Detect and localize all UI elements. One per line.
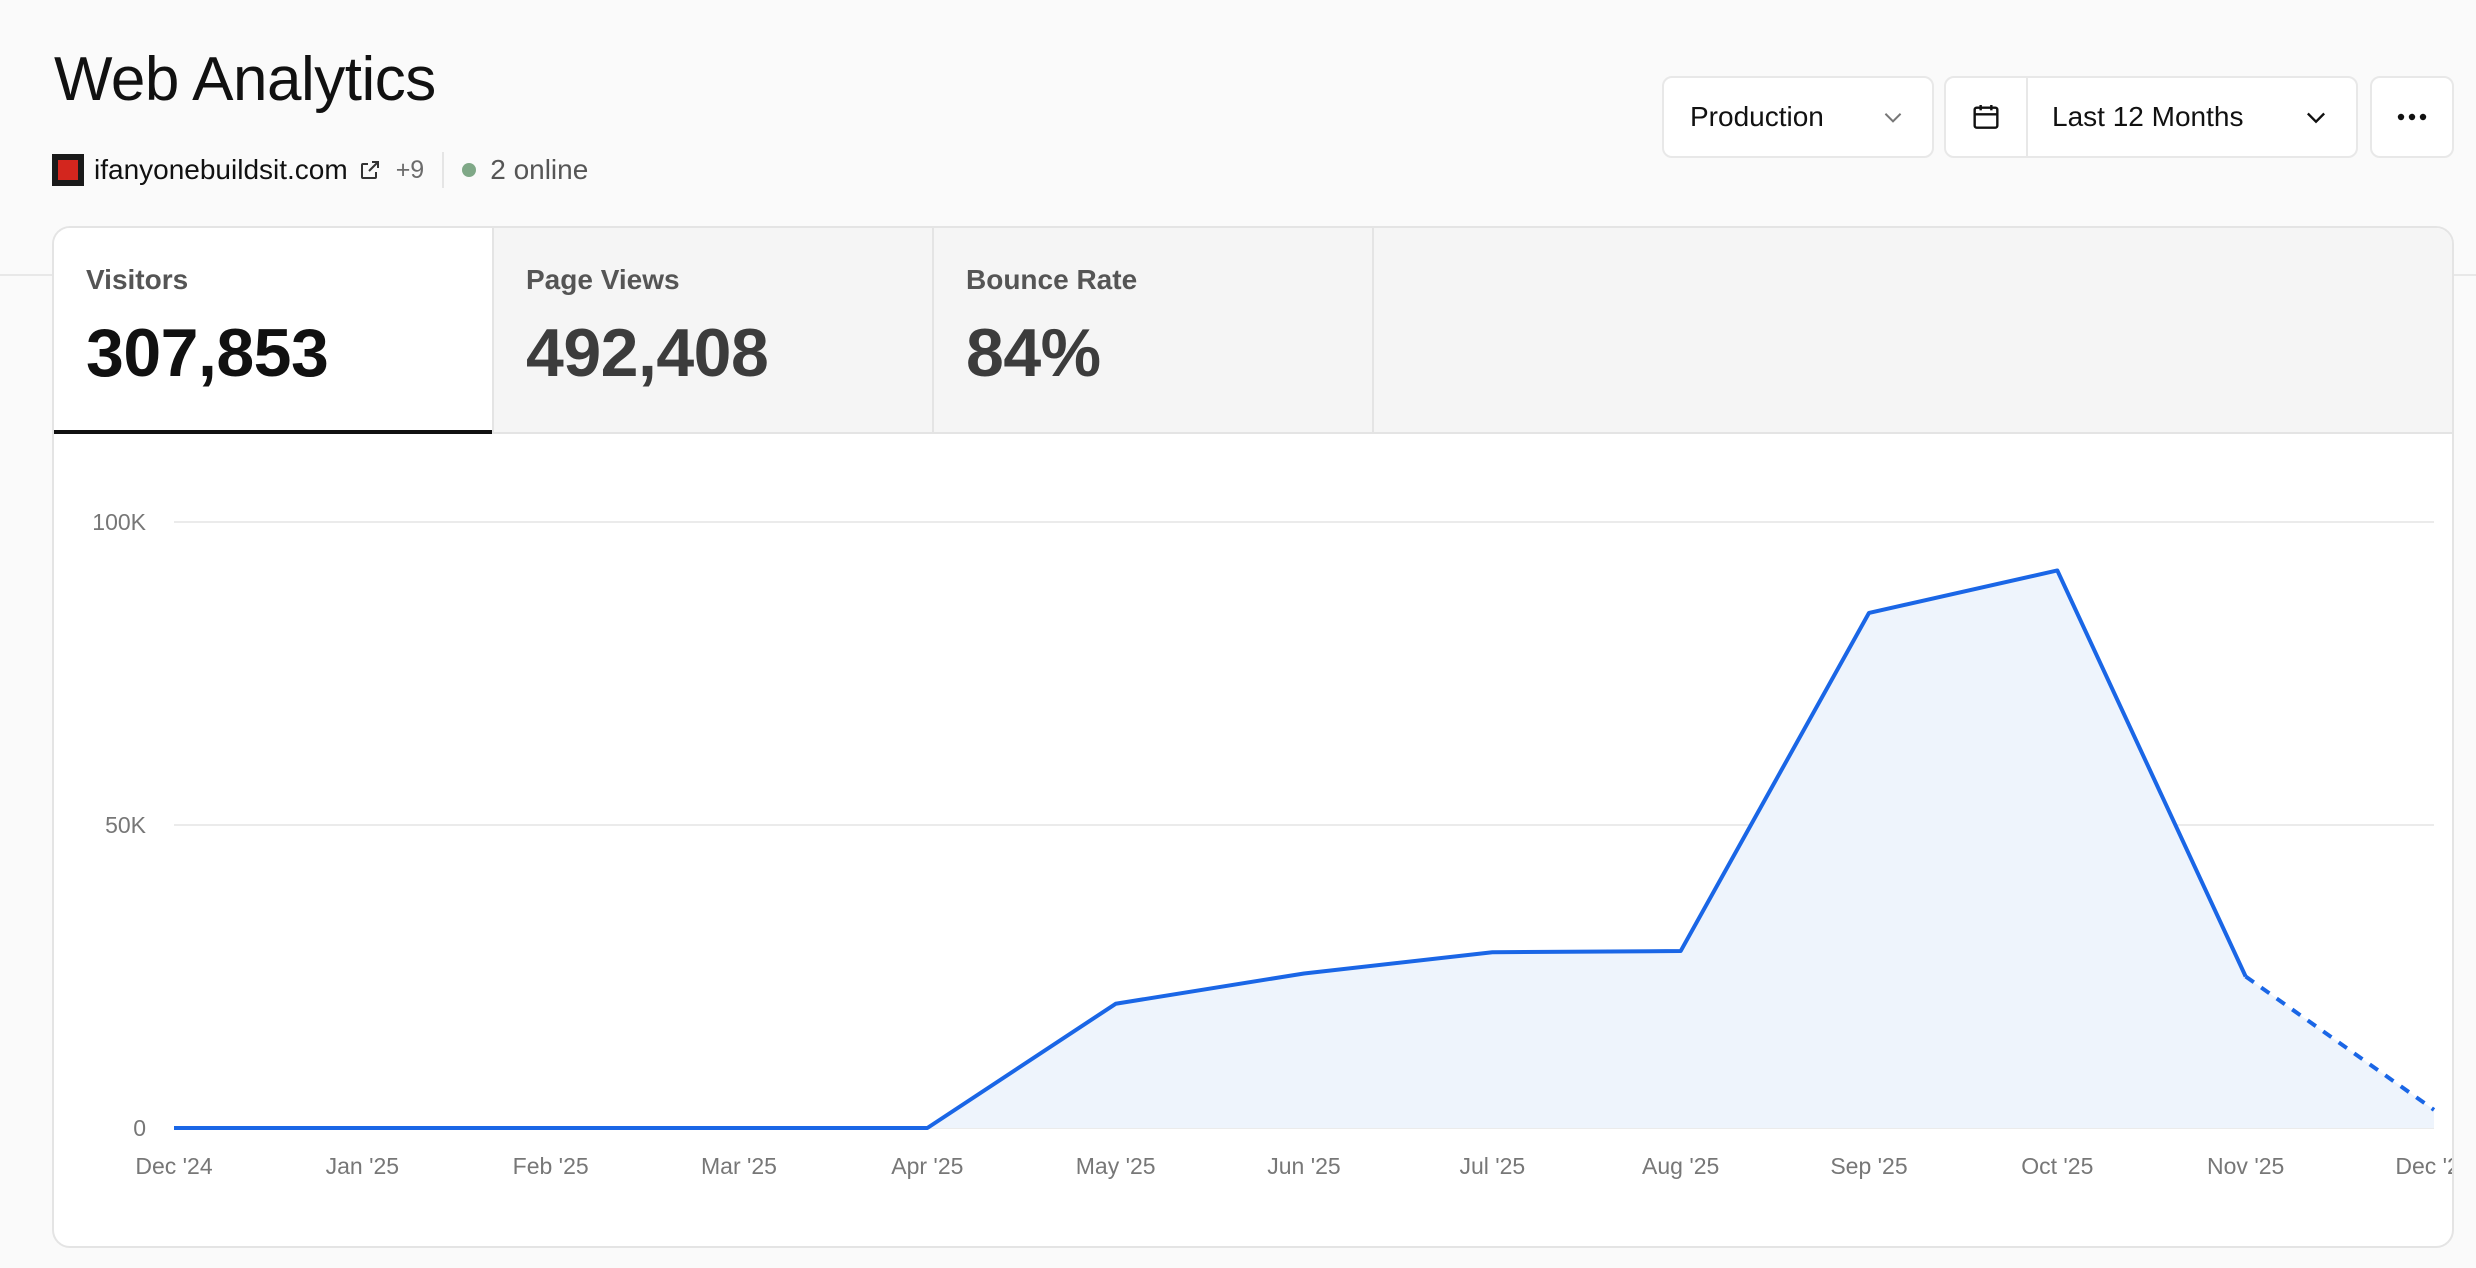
- x-tick-label: Dec '24: [135, 1153, 212, 1179]
- more-options-button[interactable]: [2370, 76, 2454, 158]
- x-tick-label: Feb '25: [513, 1153, 589, 1179]
- tab-page-views[interactable]: Page Views 492,408: [494, 228, 934, 432]
- series-area: [174, 570, 2434, 1128]
- metric-label: Page Views: [526, 264, 680, 295]
- environment-select[interactable]: Production: [1662, 76, 1934, 158]
- metric-tabs: Visitors 307,853 Page Views 492,408 Boun…: [54, 228, 2452, 434]
- external-link-icon[interactable]: [358, 158, 382, 182]
- chart-svg: 0 50K 100K Dec '24 Jan '25 Feb '25 Mar '25 Apr …: [92, 509, 2452, 1179]
- divider: [442, 152, 445, 188]
- series-projected-line: [2244, 974, 2436, 1112]
- visitors-chart: 0 50K 100K Dec '24 Jan '25 Feb '25 Mar '25 Apr …: [54, 434, 2452, 1246]
- site-favicon-icon: [52, 154, 84, 186]
- calendar-icon: [1973, 105, 1999, 129]
- site-name-link[interactable]: ifanyonebuildsit.com: [94, 154, 348, 185]
- environment-label: Production: [1690, 101, 1824, 132]
- x-tick-label: Nov '25: [2207, 1153, 2284, 1179]
- y-tick-label: 50K: [105, 812, 147, 838]
- analytics-card: Visitors 307,853 Page Views 492,408 Boun…: [52, 226, 2454, 1248]
- date-range-label: Last 12 Months: [2052, 101, 2244, 132]
- chevron-down-icon: [1884, 113, 1902, 123]
- x-tick-label: Jun '25: [1267, 1153, 1340, 1179]
- chevron-down-icon: [2307, 112, 2325, 124]
- more-domains-badge[interactable]: +9: [395, 155, 425, 184]
- y-tick-label: 0: [133, 1115, 146, 1141]
- x-tick-label: Apr '25: [891, 1153, 963, 1179]
- metric-value: 84%: [966, 315, 1101, 391]
- date-range-label-box[interactable]: Last 12 Months: [2028, 101, 2356, 133]
- date-range-select[interactable]: Last 12 Months: [1944, 76, 2358, 158]
- tab-visitors[interactable]: Visitors 307,853: [54, 228, 494, 434]
- x-tick-label: Jan '25: [326, 1153, 399, 1179]
- x-tick-label: Mar '25: [701, 1153, 777, 1179]
- calendar-button[interactable]: [1946, 78, 2028, 156]
- page-title: Web Analytics: [54, 45, 436, 114]
- more-horizontal-icon: [2397, 113, 2427, 121]
- metric-label: Visitors: [86, 264, 189, 295]
- online-count: 2 online: [490, 154, 589, 185]
- site-row: ifanyonebuildsit.com +9 2 online: [52, 152, 588, 188]
- x-tick-label: Aug '25: [1642, 1153, 1719, 1179]
- x-tick-label: Dec '25: [2395, 1153, 2452, 1179]
- metric-value: 307,853: [86, 315, 329, 391]
- online-status-dot: [462, 163, 477, 177]
- x-tick-label: May '25: [1076, 1153, 1156, 1179]
- series-line: [174, 568, 2248, 1130]
- x-tick-label: Jul '25: [1459, 1153, 1525, 1179]
- y-tick-label: 100K: [92, 509, 146, 535]
- x-tick-label: Sep '25: [1830, 1153, 1907, 1179]
- x-tick-label: Oct '25: [2021, 1153, 2093, 1179]
- metric-value: 492,408: [526, 315, 769, 391]
- tab-bounce-rate[interactable]: Bounce Rate 84%: [934, 228, 1374, 432]
- metric-label: Bounce Rate: [966, 264, 1138, 295]
